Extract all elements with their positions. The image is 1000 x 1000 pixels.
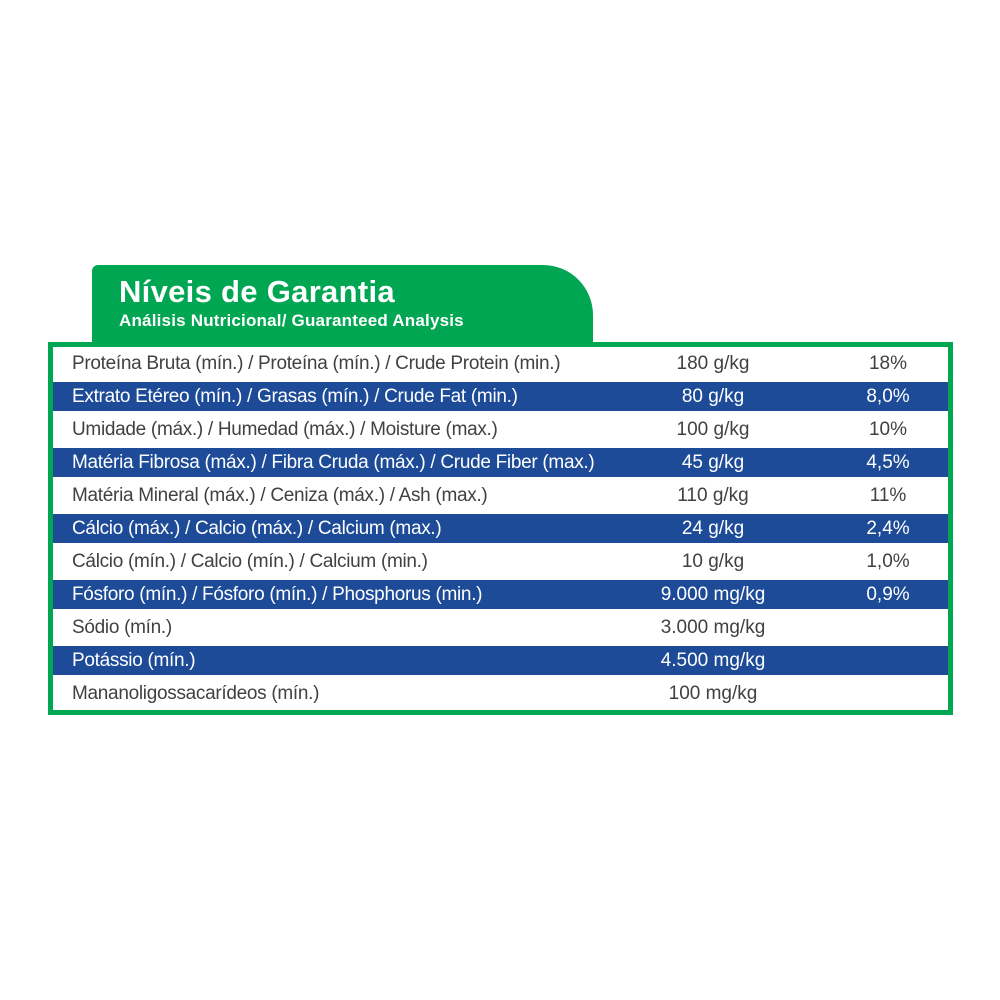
nutrient-amount: 100 g/kg [676, 419, 750, 440]
table-row: Potássio (mín.) 4.500 mg/kg [53, 644, 948, 677]
nutrient-percent: 11% [869, 485, 907, 506]
table-row: Sódio (mín.) 3.000 mg/kg [53, 611, 948, 644]
page-subtitle: Análisis Nutricional/ Guaranteed Analysi… [119, 311, 464, 330]
nutrient-percent: 8,0% [866, 386, 910, 407]
nutrient-amount: 10 g/kg [681, 551, 745, 572]
nutrient-label: Cálcio (mín.) / Calcio (mín.) / Calcium … [72, 551, 428, 572]
nutrient-amount: 4.500 mg/kg [660, 650, 766, 671]
table-row: Matéria Fibrosa (máx.) / Fibra Cruda (má… [53, 446, 948, 479]
nutrient-amount: 80 g/kg [681, 386, 745, 407]
page-title: Níveis de Garantia [119, 274, 395, 309]
garantia-header-tab: Níveis de Garantia Análisis Nutricional/… [92, 265, 593, 343]
nutrient-label: Potássio (mín.) [72, 650, 196, 671]
guaranteed-analysis-table: Proteína Bruta (mín.) / Proteína (mín.) … [48, 342, 953, 715]
nutrient-label: Cálcio (máx.) / Calcio (máx.) / Calcium … [72, 518, 442, 539]
nutrient-label: Mananoligossacarídeos (mín.) [72, 683, 320, 704]
nutrient-label: Matéria Fibrosa (máx.) / Fibra Cruda (má… [72, 452, 595, 473]
nutrient-percent: 18% [868, 353, 908, 374]
nutrient-amount: 110 g/kg [677, 485, 749, 506]
nutrient-amount: 9.000 mg/kg [660, 584, 766, 605]
nutrient-amount: 180 g/kg [676, 353, 750, 374]
nutrient-amount: 45 g/kg [681, 452, 745, 473]
table-row: Mananoligossacarídeos (mín.) 100 mg/kg [53, 677, 948, 710]
table-row: Extrato Etéreo (mín.) / Grasas (mín.) / … [53, 380, 948, 413]
table-row: Fósforo (mín.) / Fósforo (mín.) / Phosph… [53, 578, 948, 611]
table-row: Umidade (máx.) / Humedad (máx.) / Moistu… [53, 413, 948, 446]
table-row: Cálcio (máx.) / Calcio (máx.) / Calcium … [53, 512, 948, 545]
nutrient-label: Proteína Bruta (mín.) / Proteína (mín.) … [72, 353, 561, 374]
nutrient-label: Fósforo (mín.) / Fósforo (mín.) / Phosph… [72, 584, 483, 605]
nutrient-amount: 24 g/kg [681, 518, 745, 539]
table-row: Cálcio (mín.) / Calcio (mín.) / Calcium … [53, 545, 948, 578]
nutrient-label: Sódio (mín.) [72, 617, 172, 638]
nutrient-amount: 3.000 mg/kg [660, 617, 766, 638]
nutrient-percent: 10% [868, 419, 908, 440]
nutrient-label: Extrato Etéreo (mín.) / Grasas (mín.) / … [72, 386, 518, 407]
nutrient-label: Umidade (máx.) / Humedad (máx.) / Moistu… [72, 419, 498, 440]
table-row: Proteína Bruta (mín.) / Proteína (mín.) … [53, 347, 948, 380]
nutrient-amount: 100 mg/kg [668, 683, 758, 704]
nutrient-percent: 0,9% [866, 584, 910, 605]
table-row: Matéria Mineral (máx.) / Ceniza (máx.) /… [53, 479, 948, 512]
nutrient-percent: 1,0% [866, 551, 910, 572]
nutrient-percent: 4,5% [866, 452, 910, 473]
nutrient-percent: 2,4% [866, 518, 910, 539]
nutrient-label: Matéria Mineral (máx.) / Ceniza (máx.) /… [72, 485, 488, 506]
